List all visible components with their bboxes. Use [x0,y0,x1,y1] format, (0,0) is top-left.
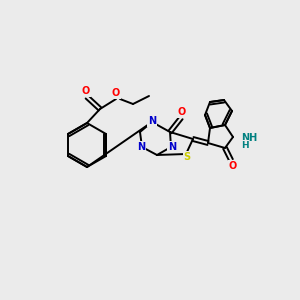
Text: NH: NH [241,133,257,143]
Text: O: O [82,86,90,96]
Text: N: N [137,142,145,152]
Text: N: N [168,142,176,152]
Text: N: N [148,116,156,126]
Text: S: S [183,152,190,162]
Text: H: H [241,140,249,149]
Text: O: O [229,161,237,171]
Text: O: O [178,107,186,117]
Text: O: O [112,88,120,98]
